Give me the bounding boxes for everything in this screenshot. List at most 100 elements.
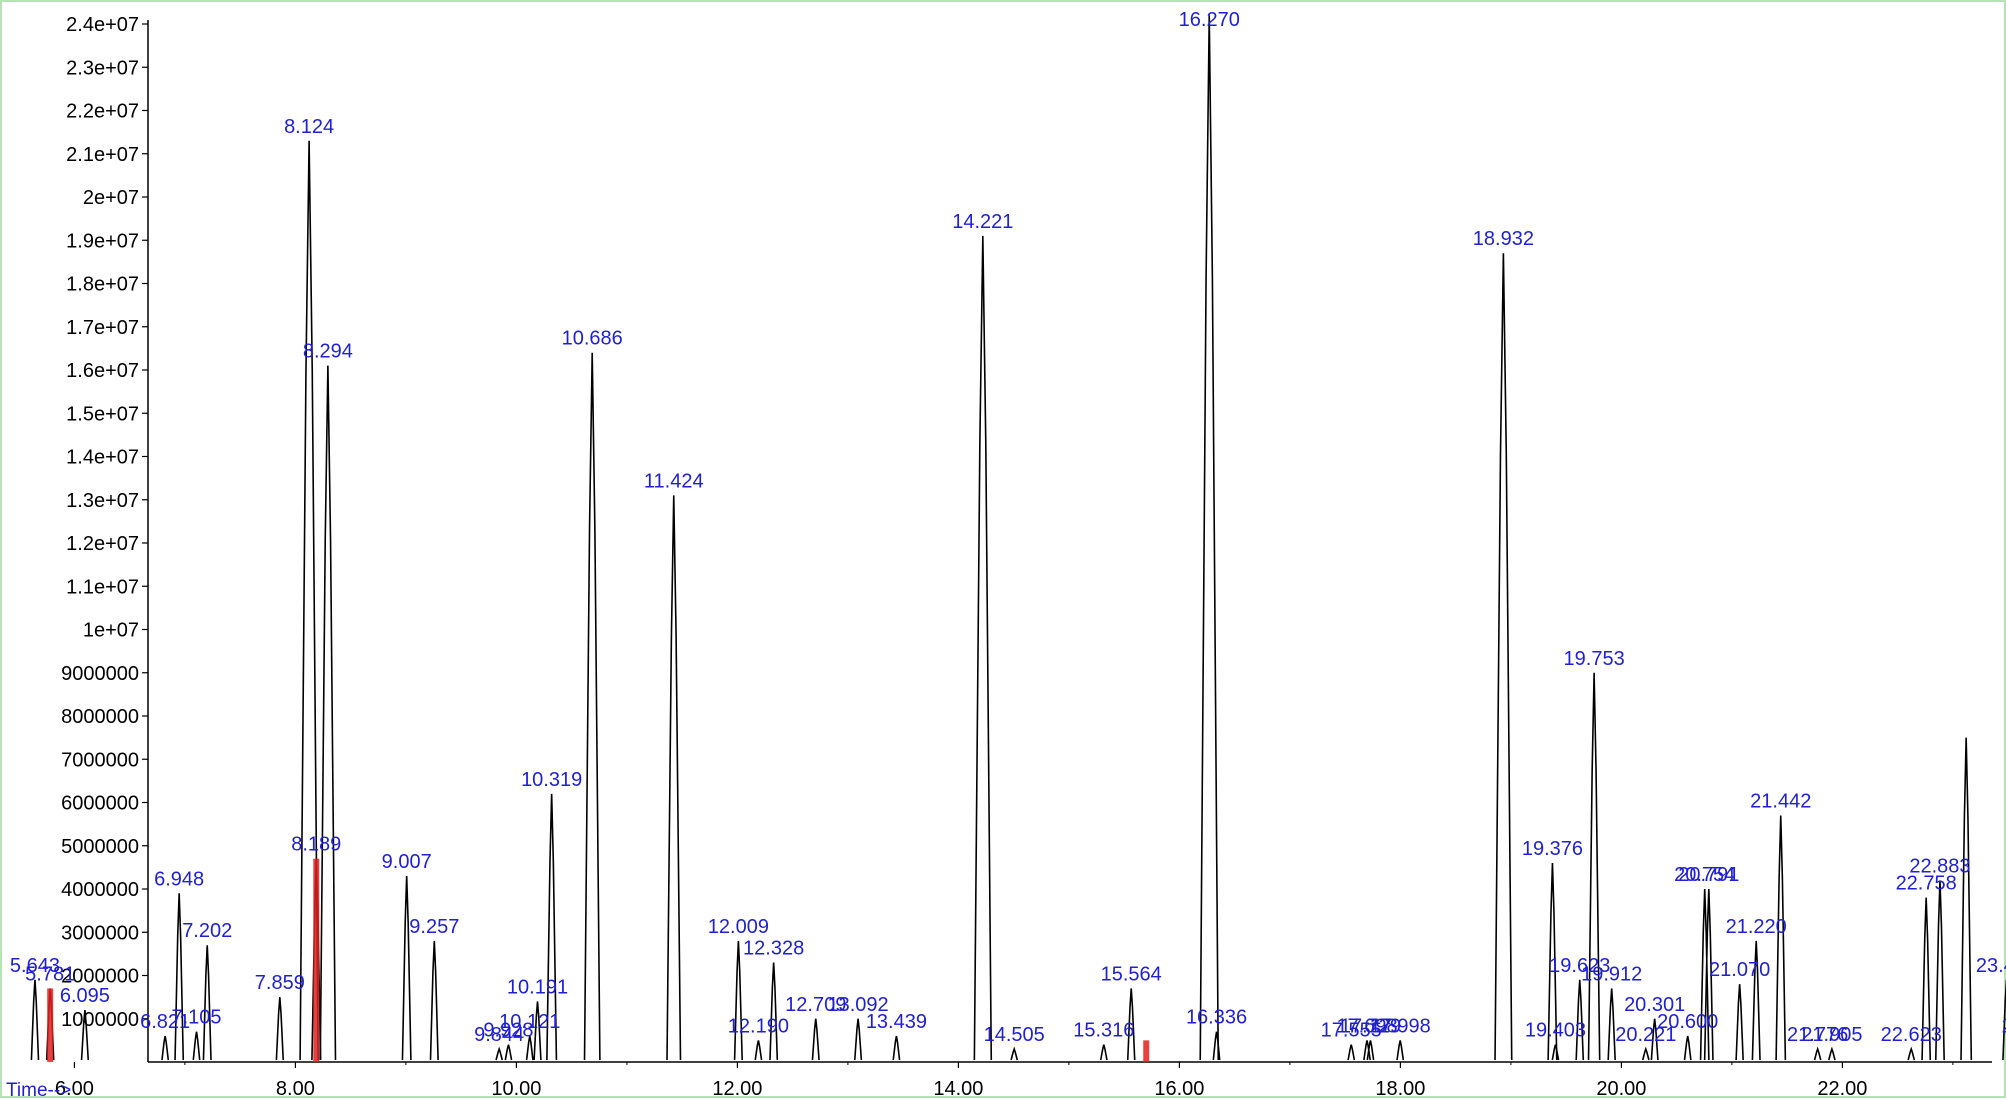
peak-label: 9.844	[474, 1024, 524, 1046]
peak-label: 8.189	[291, 834, 341, 856]
chromatogram-peak	[1907, 1046, 1916, 1061]
chromatogram-peak	[1607, 988, 1616, 1061]
chromatogram-peak	[1010, 1046, 1019, 1061]
peak-label: 9.928	[483, 1020, 533, 1042]
chromatogram-peak	[1396, 1040, 1405, 1061]
y-tick-label: 1.5e+07	[66, 403, 139, 425]
peak-label: 12.709	[785, 994, 846, 1016]
peak-label: 12.009	[708, 916, 769, 938]
y-tick-label: 1.1e+07	[66, 576, 139, 598]
peak-label: 10.121	[499, 1011, 560, 1033]
chromatogram-peak	[1099, 1044, 1108, 1061]
chromatogram-peak	[1934, 880, 1945, 1061]
peak-label: 21.070	[1709, 959, 1770, 981]
chromatogram-peak	[754, 1040, 763, 1061]
highlighted-peak	[313, 858, 320, 1062]
chromatogram-peak	[892, 1035, 901, 1061]
y-tick-label: 2.2e+07	[66, 101, 139, 123]
y-tick-label: 2000000	[61, 966, 139, 988]
peak-label: 19.753	[1564, 648, 1625, 670]
x-tick-label: 20.00	[1596, 1078, 1646, 1100]
y-tick-label: 1.4e+07	[66, 447, 139, 469]
peak-label: 17.729	[1340, 1015, 1401, 1037]
y-tick-label: 7000000	[61, 749, 139, 771]
chromatogram-peak	[1575, 979, 1585, 1061]
x-tick-label: 8.00	[276, 1078, 315, 1100]
peak-label: 20.301	[1624, 994, 1685, 1016]
peak-label: 18.932	[1473, 228, 1534, 250]
chromatogram-peak	[30, 979, 40, 1061]
chromatogram-peak	[1551, 1044, 1560, 1061]
chromatogram-peak	[174, 893, 185, 1061]
y-tick-label: 1.6e+07	[66, 360, 139, 382]
peak-label: 13.439	[866, 1011, 927, 1033]
peak-label: 20.600	[1657, 1011, 1718, 1033]
chromatogram-peak	[1683, 1035, 1692, 1061]
peak-label: 21.905	[1801, 1024, 1862, 1046]
peak-label: 5.781	[25, 963, 75, 985]
chromatogram-peak	[525, 1035, 534, 1061]
y-tick-label: 1.9e+07	[66, 230, 139, 252]
chromatogram-peak	[1366, 1040, 1375, 1061]
highlighted-peak	[47, 988, 54, 1062]
chromatogram-peak	[1126, 988, 1136, 1061]
peak-label: 7.859	[255, 972, 305, 994]
y-axis-ticks: 1000000 2000000 3000000 4000000 5000000 60000…	[61, 14, 148, 1031]
peak-label: 15.316	[1073, 1020, 1134, 1042]
peak-labels: 4.8575.6435.7816.0956.8216.9487.1057.202…	[10, 9, 2006, 1046]
chromatogram-peak	[299, 140, 319, 1061]
y-tick-label: 1.3e+07	[66, 490, 139, 512]
axes	[147, 20, 1992, 1063]
peak-label: 5.643	[10, 955, 60, 977]
peak-label: 21.776	[1787, 1024, 1848, 1046]
chromatogram-peak	[1650, 1018, 1659, 1061]
y-tick-label: 2.3e+07	[66, 57, 139, 79]
chromatogram-peak	[1199, 15, 1220, 1061]
x-tick-label: 10.00	[491, 1078, 541, 1100]
chromatogram-peak	[192, 1031, 201, 1061]
peak-label: 9.007	[382, 851, 432, 873]
chromatogram-peak	[1547, 863, 1558, 1061]
chromatogram-peak	[1813, 1046, 1822, 1061]
peak-label: 22.758	[1896, 873, 1957, 895]
highlighted-peak	[1143, 1040, 1150, 1062]
peak-label: 10.686	[562, 328, 623, 350]
peak-label: 13.092	[827, 994, 888, 1016]
chromatogram-peak	[401, 875, 412, 1061]
peak-label: 20.221	[1615, 1024, 1676, 1046]
chromatogram-peak	[1828, 1046, 1836, 1061]
peak-label: 14.221	[952, 211, 1013, 233]
chromatogram-peak	[583, 352, 601, 1061]
chromatogram-peak	[80, 1010, 90, 1061]
y-tick-label: 2.4e+07	[66, 14, 139, 36]
x-tick-label: 6.00	[55, 1078, 94, 1100]
peak-label: 7.202	[182, 920, 232, 942]
peak-label: 19.376	[1522, 838, 1583, 860]
chromatogram-trace	[30, 15, 2006, 1062]
peak-label: 19.623	[1549, 955, 1610, 977]
chromatogram-peak	[1751, 940, 1761, 1061]
x-axis-ticks: 6.00 8.00 10.00 12.00 14.00 16.00 18.00 20.00 22…	[55, 1062, 1954, 1100]
peak-label: 16.270	[1179, 9, 1240, 31]
chromatogram-peak	[666, 495, 682, 1061]
peak-label: 12.328	[743, 938, 804, 960]
peak-label: 16.336	[1186, 1007, 1247, 1029]
chromatogram-peak	[319, 365, 337, 1061]
chromatogram-peak	[275, 997, 285, 1061]
peak-label: 8.294	[303, 341, 353, 363]
y-tick-label: 2.1e+07	[66, 144, 139, 166]
peak-label: 14.505	[984, 1024, 1045, 1046]
y-tick-label: 4000000	[61, 879, 139, 901]
chromatogram-peak	[202, 945, 212, 1061]
chromatogram-peak	[973, 235, 993, 1061]
y-tick-label: 1.8e+07	[66, 274, 139, 296]
y-tick-label: 9000000	[61, 663, 139, 685]
peak-label: 7.105	[171, 1007, 221, 1029]
peak-label: 19.912	[1581, 963, 1642, 985]
y-tick-label: 1000000	[61, 1009, 139, 1031]
chromatogram-peak	[1641, 1046, 1650, 1061]
chromatogram-peak	[1703, 888, 1714, 1061]
peak-label: 17.998	[1370, 1015, 1431, 1037]
